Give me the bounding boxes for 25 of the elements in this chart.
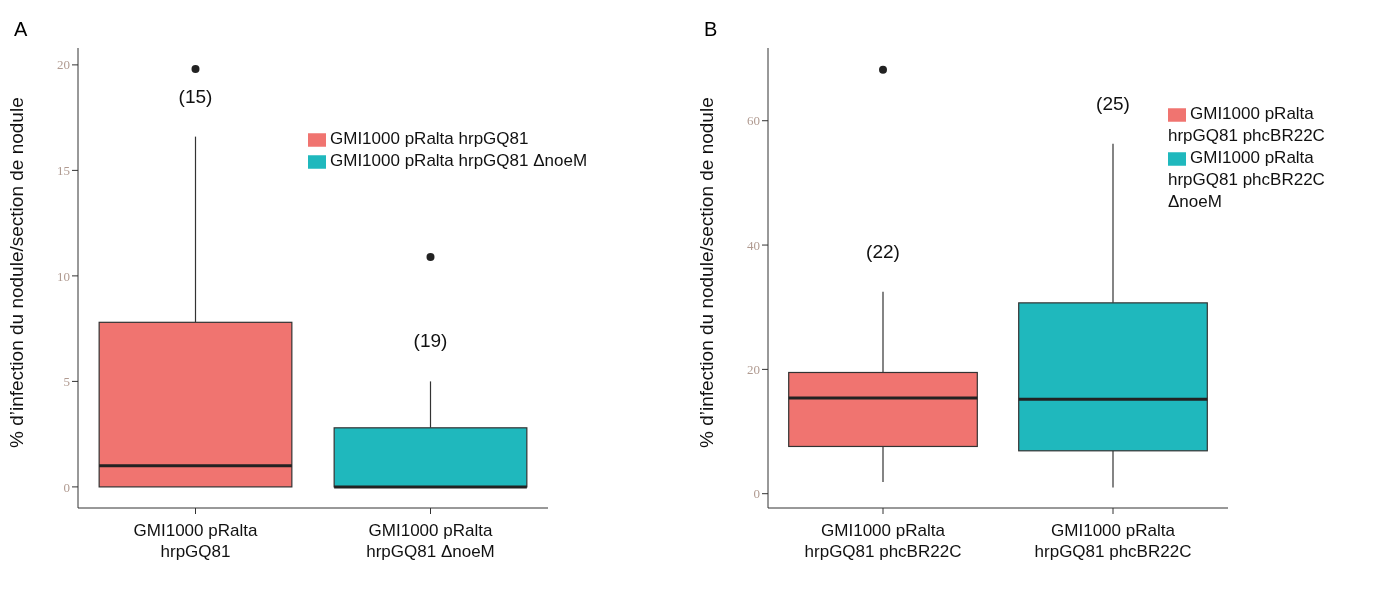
chart-title: A (14, 18, 28, 41)
legend-label: GMI1000 pRalta hrpGQ81 (330, 129, 529, 148)
x-tick-label: GMI1000 pRalta hrpGQ81 phcBR22C (804, 521, 962, 561)
legend-label: GMI1000 pRalta hrpGQ81 phcBR22C (1168, 104, 1325, 145)
legend-label: GMI1000 pRalta hrpGQ81 phcBR22C ΔnoeM (1168, 148, 1325, 211)
y-tick-label: 15 (57, 163, 70, 178)
x-tick-label: GMI1000 pRalta hrpGQ81 ΔnoeM (366, 521, 495, 561)
legend-label: GMI1000 pRalta hrpGQ81 ΔnoeM (330, 151, 588, 170)
y-axis-title: % d’infection du nodule/section de nodule (5, 97, 27, 448)
chart-title: B (704, 18, 718, 41)
y-tick-label: 0 (753, 486, 760, 502)
annotation: (22) (866, 240, 900, 262)
annotation: (15) (178, 85, 213, 107)
y-axis-title: % d’infection du nodule/section de nodule (695, 97, 717, 448)
y-tick-label: 20 (747, 361, 760, 377)
x-tick-label: GMI1000 pRalta hrpGQ81 phcBR22C (1034, 521, 1192, 561)
annotation: (19) (413, 330, 448, 352)
y-tick-label: 10 (57, 268, 70, 284)
y-tick-label: 60 (747, 113, 760, 129)
y-tick-label: 20 (57, 57, 70, 73)
annotation: (25) (1096, 92, 1130, 114)
y-tick-label: 5 (63, 374, 70, 390)
y-tick-label: 40 (747, 237, 760, 253)
x-tick-label: GMI1000 pRalta hrpGQ81 (133, 521, 258, 561)
y-tick-label: 0 (63, 479, 70, 495)
